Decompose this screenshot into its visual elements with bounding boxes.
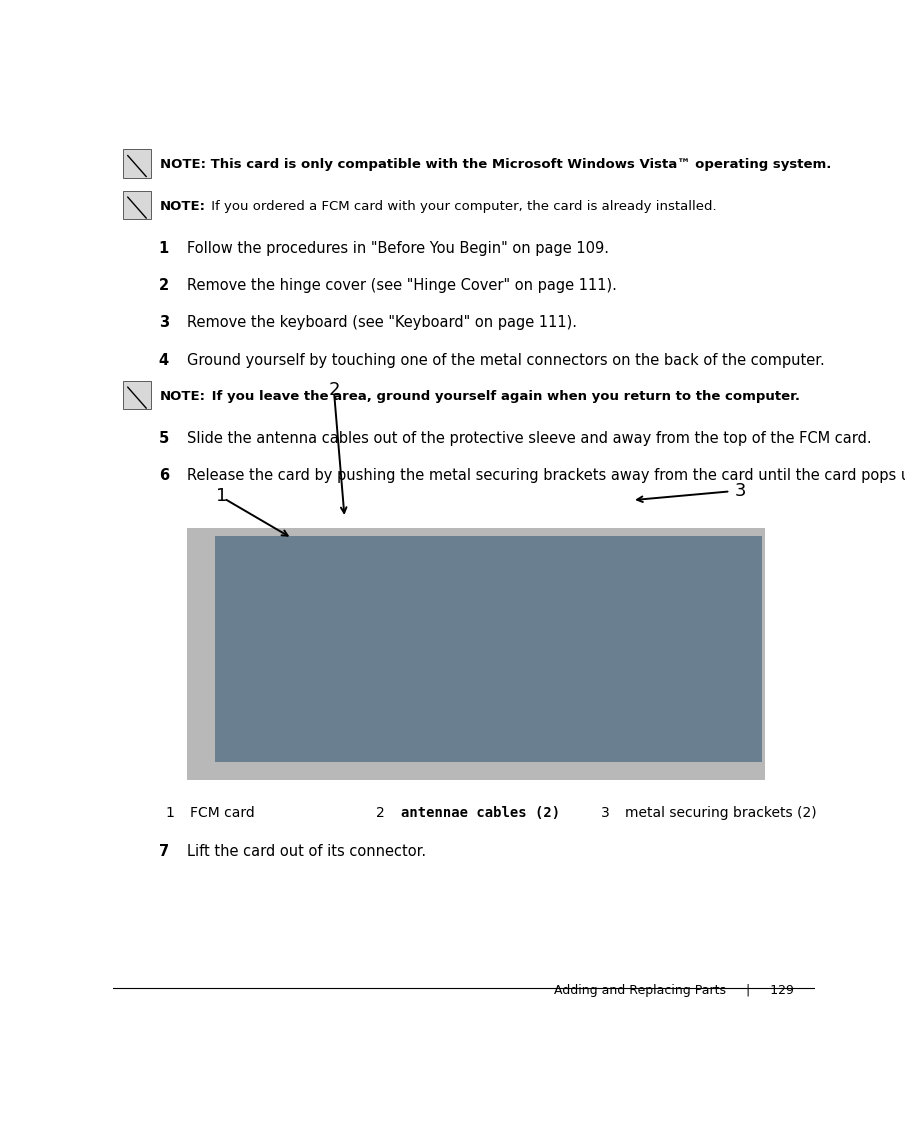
Text: 2: 2 — [158, 278, 169, 293]
FancyBboxPatch shape — [186, 528, 766, 779]
Text: Adding and Replacing Parts     |     129: Adding and Replacing Parts | 129 — [554, 984, 794, 996]
Text: 3: 3 — [735, 482, 747, 501]
Text: NOTE:: NOTE: — [160, 200, 206, 212]
Text: If you ordered a FCM card with your computer, the card is already installed.: If you ordered a FCM card with your comp… — [207, 200, 717, 212]
Text: Release the card by pushing the metal securing brackets away from the card until: Release the card by pushing the metal se… — [186, 468, 905, 483]
FancyBboxPatch shape — [214, 536, 762, 762]
Text: 6: 6 — [158, 468, 169, 483]
Text: Slide the antenna cables out of the protective sleeve and away from the top of t: Slide the antenna cables out of the prot… — [186, 432, 872, 447]
Text: 3: 3 — [601, 806, 609, 820]
Text: 3: 3 — [158, 316, 169, 331]
Text: 1: 1 — [216, 487, 227, 505]
Text: 1: 1 — [166, 806, 175, 820]
Text: Remove the keyboard (see "Keyboard" on page 111).: Remove the keyboard (see "Keyboard" on p… — [186, 316, 576, 331]
Text: metal securing brackets (2): metal securing brackets (2) — [625, 806, 816, 820]
Text: Remove the hinge cover (see "Hinge Cover" on page 111).: Remove the hinge cover (see "Hinge Cover… — [186, 278, 616, 293]
Text: If you leave the area, ground yourself again when you return to the computer.: If you leave the area, ground yourself a… — [207, 389, 800, 403]
Text: NOTE: This card is only compatible with the Microsoft Windows Vista™ operating s: NOTE: This card is only compatible with … — [160, 158, 832, 171]
Text: 7: 7 — [158, 844, 169, 859]
Text: 2: 2 — [376, 806, 385, 820]
Text: NOTE:: NOTE: — [160, 389, 206, 403]
Text: FCM card: FCM card — [190, 806, 255, 820]
FancyBboxPatch shape — [123, 149, 151, 178]
Text: 2: 2 — [329, 381, 339, 398]
Text: Ground yourself by touching one of the metal connectors on the back of the compu: Ground yourself by touching one of the m… — [186, 352, 824, 367]
FancyBboxPatch shape — [123, 381, 151, 409]
Text: 4: 4 — [158, 352, 169, 367]
Text: 1: 1 — [158, 241, 169, 256]
Text: antennae cables (2): antennae cables (2) — [401, 806, 560, 820]
FancyBboxPatch shape — [123, 191, 151, 219]
Text: Lift the card out of its connector.: Lift the card out of its connector. — [186, 844, 426, 859]
Text: 5: 5 — [158, 432, 169, 447]
Text: Follow the procedures in "Before You Begin" on page 109.: Follow the procedures in "Before You Beg… — [186, 241, 609, 256]
